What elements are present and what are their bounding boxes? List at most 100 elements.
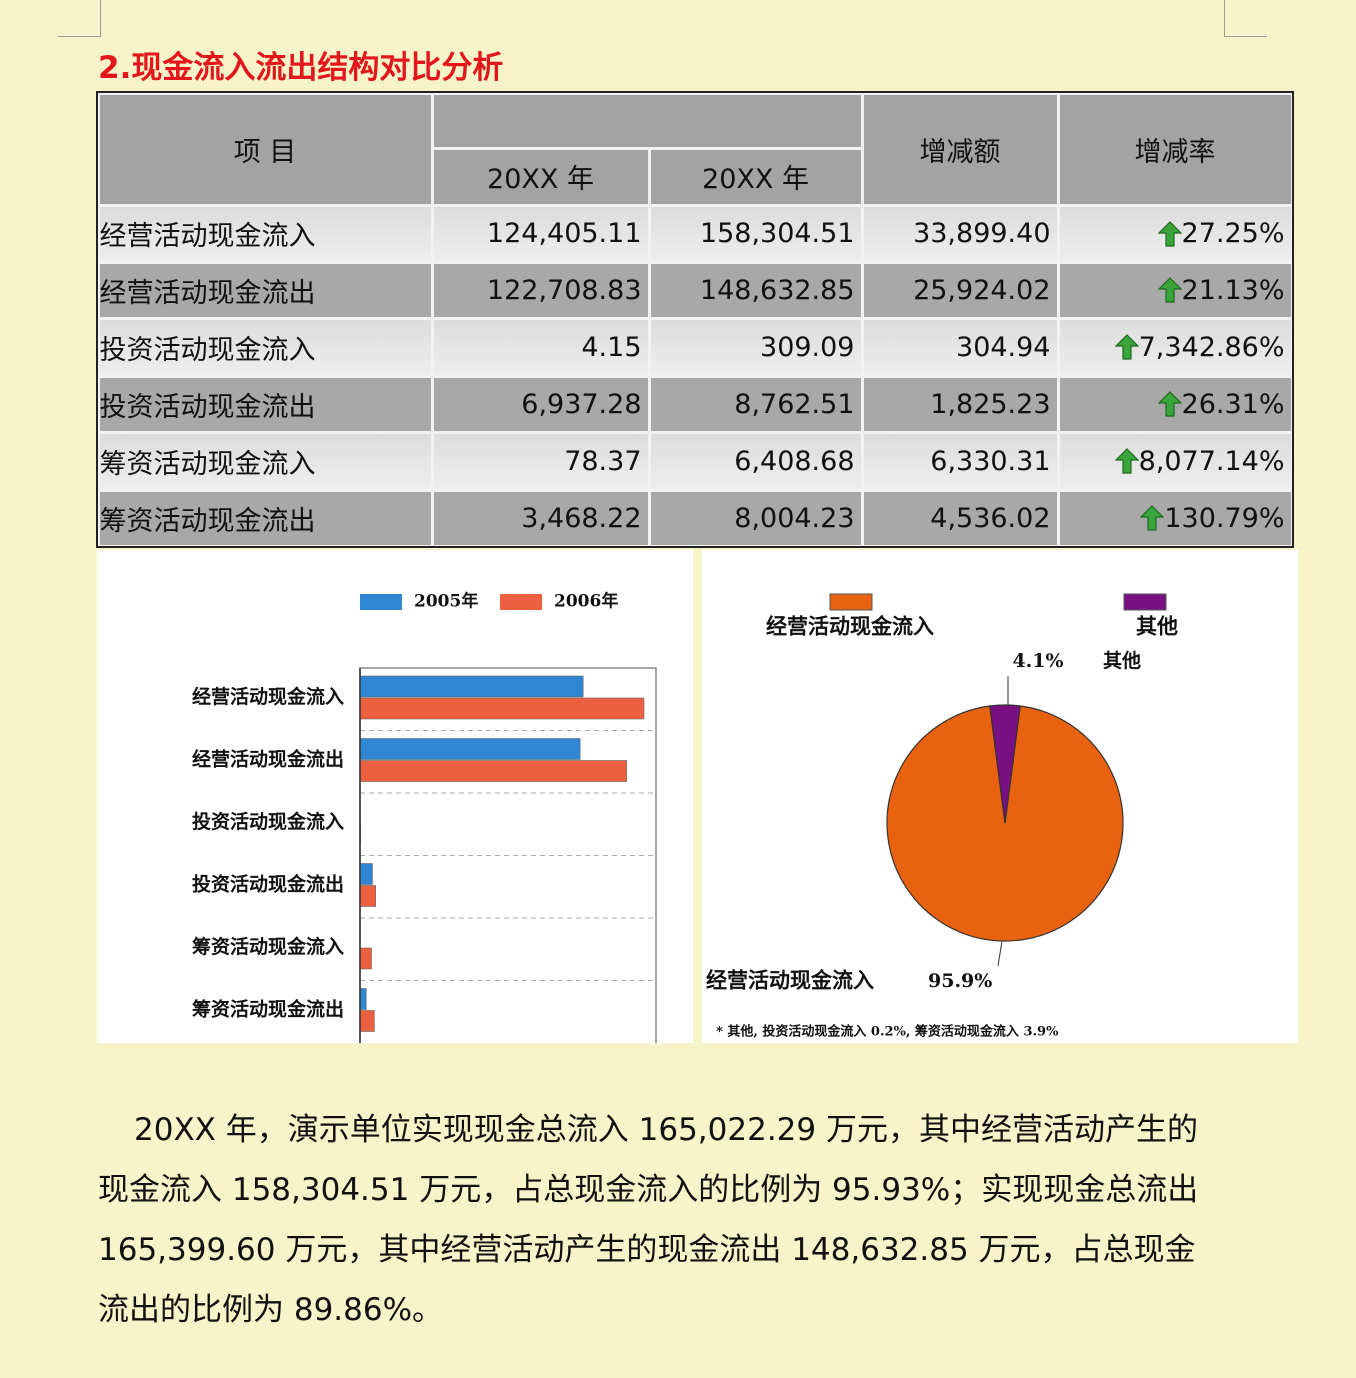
cell-text: 经营活动现金流出 (99, 277, 316, 309)
paragraph: 20XX 年，演示单位实现现金总流入 165,022.29 万元，其中经营活动产… (98, 1112, 1199, 1328)
legend-swatch (500, 594, 542, 610)
cell-text: 304.94 (956, 331, 1051, 363)
number-cell: 4,536.02 (863, 491, 1057, 545)
header-cell: 20XX 年 (650, 149, 861, 204)
number-cell: 8,077.14% (1059, 433, 1291, 489)
cell-text: 增减率 (1134, 136, 1216, 168)
number-cell: 6,408.68 (650, 433, 861, 489)
bar (359, 947, 372, 970)
cell-text: 4,536.02 (930, 502, 1051, 534)
pie-note: * 其他, 投资活动现金流入 0.2%, 筹资活动现金流入 3.9% (716, 1024, 1059, 1040)
number-cell: 124,405.11 (433, 206, 648, 261)
slice-category-label: 经营活动现金流入 (706, 968, 874, 993)
number-cell: 33,899.40 (863, 206, 1057, 261)
cell-text: 21.13% (1181, 274, 1285, 306)
number-cell: 304.94 (863, 319, 1057, 375)
number-cell: 130.79% (1059, 491, 1291, 545)
pie-slice (886, 705, 1124, 942)
number-cell: 6,937.28 (433, 377, 648, 431)
header-cell: 项 目 (99, 94, 431, 204)
cell-text: 筹资活动现金流出 (99, 505, 316, 537)
header-cell (433, 94, 861, 147)
number-cell: 27.25% (1059, 206, 1291, 261)
number-cell: 1,825.23 (863, 377, 1057, 431)
cell-text: 增减额 (919, 136, 1001, 168)
bar (359, 988, 367, 1010)
cell-text: 122,708.83 (486, 274, 642, 306)
legend-label: 其他 (1136, 614, 1178, 639)
legend-label: 经营活动现金流入 (766, 614, 934, 639)
slice-value-label: 4.1% (1012, 650, 1063, 672)
cell-text: 78.37 (564, 445, 642, 477)
bar (359, 885, 377, 907)
number-cell: 3,468.22 (433, 491, 648, 545)
cell-text: 8,004.23 (734, 502, 855, 534)
row-label: 投资活动现金流入 (99, 319, 431, 375)
category-label: 筹资活动现金流出 (192, 998, 344, 1021)
bar (359, 738, 581, 760)
cell-text: 7,342.86% (1138, 331, 1285, 363)
number-cell: 158,304.51 (650, 206, 861, 261)
category-label: 经营活动现金流入 (192, 685, 344, 708)
cell-text: 投资活动现金流出 (99, 391, 316, 423)
number-cell: 8,004.23 (650, 491, 861, 545)
category-label: 投资活动现金流出 (192, 873, 344, 896)
leader-line (997, 940, 1003, 967)
category-label: 投资活动现金流入 (192, 810, 344, 833)
up-arrow (1114, 448, 1139, 474)
number-cell: 309.09 (650, 319, 861, 375)
row-label: 经营活动现金流出 (99, 263, 431, 317)
cell-text: 309.09 (760, 331, 855, 363)
legend-swatch (829, 593, 873, 611)
pie-slice (989, 704, 1021, 824)
cell-text: 25,924.02 (913, 274, 1051, 306)
cell-text: 124,405.11 (486, 218, 642, 249)
cell-text: 148,632.85 (699, 274, 855, 306)
page-corner (1224, 0, 1267, 37)
cell-text: 27.25% (1181, 218, 1285, 249)
legend-swatch (1123, 593, 1167, 611)
number-cell: 8,762.51 (650, 377, 861, 431)
data-table: 项 目 20XX 年 20XX 年 增减额 增减率经营活动现金流入 124,405.11 1… (96, 91, 1294, 548)
number-cell: 148,632.85 (650, 263, 861, 317)
number-cell: 122,708.83 (433, 263, 648, 317)
legend-label: 2006年 (554, 591, 618, 612)
section-title: 2.现金流入流出结构对比分析 (98, 50, 504, 86)
cell-text: 158,304.51 (699, 218, 855, 249)
legend-swatch (360, 594, 402, 610)
header-cell: 20XX 年 (433, 149, 648, 204)
bar (359, 863, 373, 885)
number-cell: 6,330.31 (863, 433, 1057, 489)
up-arrow (1140, 505, 1165, 531)
cell-text: 1,825.23 (930, 388, 1051, 420)
cell-text: 20XX 年 (487, 164, 594, 195)
slice-category-label: 其他 (1103, 649, 1141, 672)
cell-text: 8,762.51 (734, 388, 855, 420)
up-arrow (1157, 391, 1182, 417)
number-cell: 7,342.86% (1059, 319, 1291, 375)
number-cell: 26.31% (1059, 377, 1291, 431)
cell-text: 项 目 (233, 136, 297, 168)
bar (359, 1010, 375, 1032)
number-cell: 25,924.02 (863, 263, 1057, 317)
page-corner (58, 0, 101, 37)
cell-text: 3,468.22 (521, 502, 642, 534)
cell-text: 8,077.14% (1138, 445, 1285, 477)
legend-label: 2005年 (414, 591, 478, 612)
category-label: 筹资活动现金流入 (192, 935, 344, 958)
row-label: 筹资活动现金流入 (99, 433, 431, 489)
cell-text: 经营活动现金流入 (99, 221, 316, 252)
cell-text: 6,408.68 (734, 445, 855, 477)
row-label: 投资活动现金流出 (99, 377, 431, 431)
number-cell: 4.15 (433, 319, 648, 375)
cell-text: 130.79% (1164, 502, 1285, 534)
up-arrow (1157, 277, 1182, 303)
header-cell: 增减率 (1059, 94, 1291, 204)
row-label: 筹资活动现金流出 (99, 491, 431, 545)
up-arrow (1114, 334, 1139, 360)
bar (359, 675, 584, 698)
cell-text: 26.31% (1181, 388, 1285, 420)
number-cell: 78.37 (433, 433, 648, 489)
